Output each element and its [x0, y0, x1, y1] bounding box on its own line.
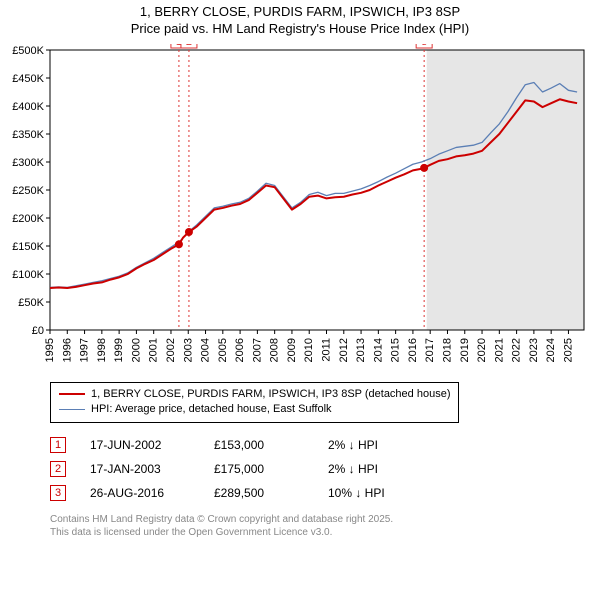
svg-text:2010: 2010 — [303, 338, 315, 362]
legend-row-hpi: HPI: Average price, detached house, East… — [59, 402, 450, 417]
svg-text:3: 3 — [421, 44, 427, 48]
svg-text:2: 2 — [186, 44, 192, 48]
svg-text:£450K: £450K — [12, 73, 44, 85]
sale-date: 26-AUG-2016 — [90, 486, 190, 500]
sale-date: 17-JAN-2003 — [90, 462, 190, 476]
svg-text:2019: 2019 — [459, 338, 471, 362]
svg-text:2002: 2002 — [165, 338, 177, 362]
svg-text:2009: 2009 — [286, 338, 298, 362]
legend-label-property: 1, BERRY CLOSE, PURDIS FARM, IPSWICH, IP… — [91, 387, 450, 402]
legend: 1, BERRY CLOSE, PURDIS FARM, IPSWICH, IP… — [50, 382, 459, 423]
footer-line-1: Contains HM Land Registry data © Crown c… — [50, 513, 592, 526]
chart-title: 1, BERRY CLOSE, PURDIS FARM, IPSWICH, IP… — [8, 4, 592, 38]
svg-text:2012: 2012 — [338, 338, 350, 362]
sale-pct: 10% ↓ HPI — [328, 486, 448, 500]
svg-text:£200K: £200K — [12, 213, 44, 225]
svg-text:2005: 2005 — [217, 338, 229, 362]
svg-text:£350K: £350K — [12, 129, 44, 141]
svg-text:2003: 2003 — [182, 338, 194, 362]
svg-text:1996: 1996 — [61, 338, 73, 362]
sale-price: £289,500 — [214, 486, 304, 500]
svg-text:1999: 1999 — [113, 338, 125, 362]
title-line-1: 1, BERRY CLOSE, PURDIS FARM, IPSWICH, IP… — [8, 4, 592, 21]
chart-svg: £0 £50K £100K £150K £200K £250K £300K £350K £400… — [8, 44, 592, 374]
svg-text:2007: 2007 — [251, 338, 263, 362]
chart-container: 1, BERRY CLOSE, PURDIS FARM, IPSWICH, IP… — [0, 0, 600, 547]
svg-text:2023: 2023 — [528, 338, 540, 362]
footer-note: Contains HM Land Registry data © Crown c… — [50, 513, 592, 539]
sale-pct: 2% ↓ HPI — [328, 438, 448, 452]
svg-text:2008: 2008 — [269, 338, 281, 362]
svg-text:2020: 2020 — [476, 338, 488, 362]
legend-row-property: 1, BERRY CLOSE, PURDIS FARM, IPSWICH, IP… — [59, 387, 450, 402]
svg-text:1998: 1998 — [96, 338, 108, 362]
sale-date: 17-JUN-2002 — [90, 438, 190, 452]
sales-row: 2 17-JAN-2003 £175,000 2% ↓ HPI — [50, 457, 592, 481]
svg-text:£500K: £500K — [12, 45, 44, 57]
svg-text:2011: 2011 — [321, 338, 333, 362]
svg-text:2000: 2000 — [130, 338, 142, 362]
svg-text:£0: £0 — [32, 325, 44, 337]
legend-label-hpi: HPI: Average price, detached house, East… — [91, 402, 332, 417]
sales-row: 1 17-JUN-2002 £153,000 2% ↓ HPI — [50, 433, 592, 457]
svg-text:£400K: £400K — [12, 101, 44, 113]
svg-text:2024: 2024 — [545, 338, 557, 362]
sale-marker: 2 — [50, 461, 66, 477]
sale-marker: 3 — [50, 485, 66, 501]
sale-price: £153,000 — [214, 438, 304, 452]
legend-swatch-property — [59, 393, 85, 395]
title-line-2: Price paid vs. HM Land Registry's House … — [8, 21, 592, 38]
svg-text:2001: 2001 — [148, 338, 160, 362]
sales-row: 3 26-AUG-2016 £289,500 10% ↓ HPI — [50, 481, 592, 505]
svg-text:1995: 1995 — [44, 338, 56, 362]
svg-text:2015: 2015 — [390, 338, 402, 362]
svg-text:2006: 2006 — [234, 338, 246, 362]
svg-text:£100K: £100K — [12, 269, 44, 281]
svg-text:2016: 2016 — [407, 338, 419, 362]
svg-text:2018: 2018 — [441, 338, 453, 362]
sale-price: £175,000 — [214, 462, 304, 476]
svg-text:2021: 2021 — [493, 338, 505, 362]
svg-text:£250K: £250K — [12, 185, 44, 197]
svg-text:2025: 2025 — [562, 338, 574, 362]
svg-text:£150K: £150K — [12, 241, 44, 253]
legend-swatch-hpi — [59, 409, 85, 410]
svg-text:£300K: £300K — [12, 157, 44, 169]
svg-text:2013: 2013 — [355, 338, 367, 362]
sales-table: 1 17-JUN-2002 £153,000 2% ↓ HPI 2 17-JAN-2003… — [50, 433, 592, 505]
sale-pct: 2% ↓ HPI — [328, 462, 448, 476]
svg-text:1997: 1997 — [79, 338, 91, 362]
svg-text:2022: 2022 — [511, 338, 523, 362]
chart-plot: £0 £50K £100K £150K £200K £250K £300K £350K £400… — [8, 44, 592, 374]
svg-text:2017: 2017 — [424, 338, 436, 362]
sale-marker: 1 — [50, 437, 66, 453]
svg-text:2014: 2014 — [372, 338, 384, 362]
svg-text:£50K: £50K — [18, 297, 44, 309]
svg-text:2004: 2004 — [200, 338, 212, 362]
footer-line-2: This data is licensed under the Open Gov… — [50, 526, 592, 539]
